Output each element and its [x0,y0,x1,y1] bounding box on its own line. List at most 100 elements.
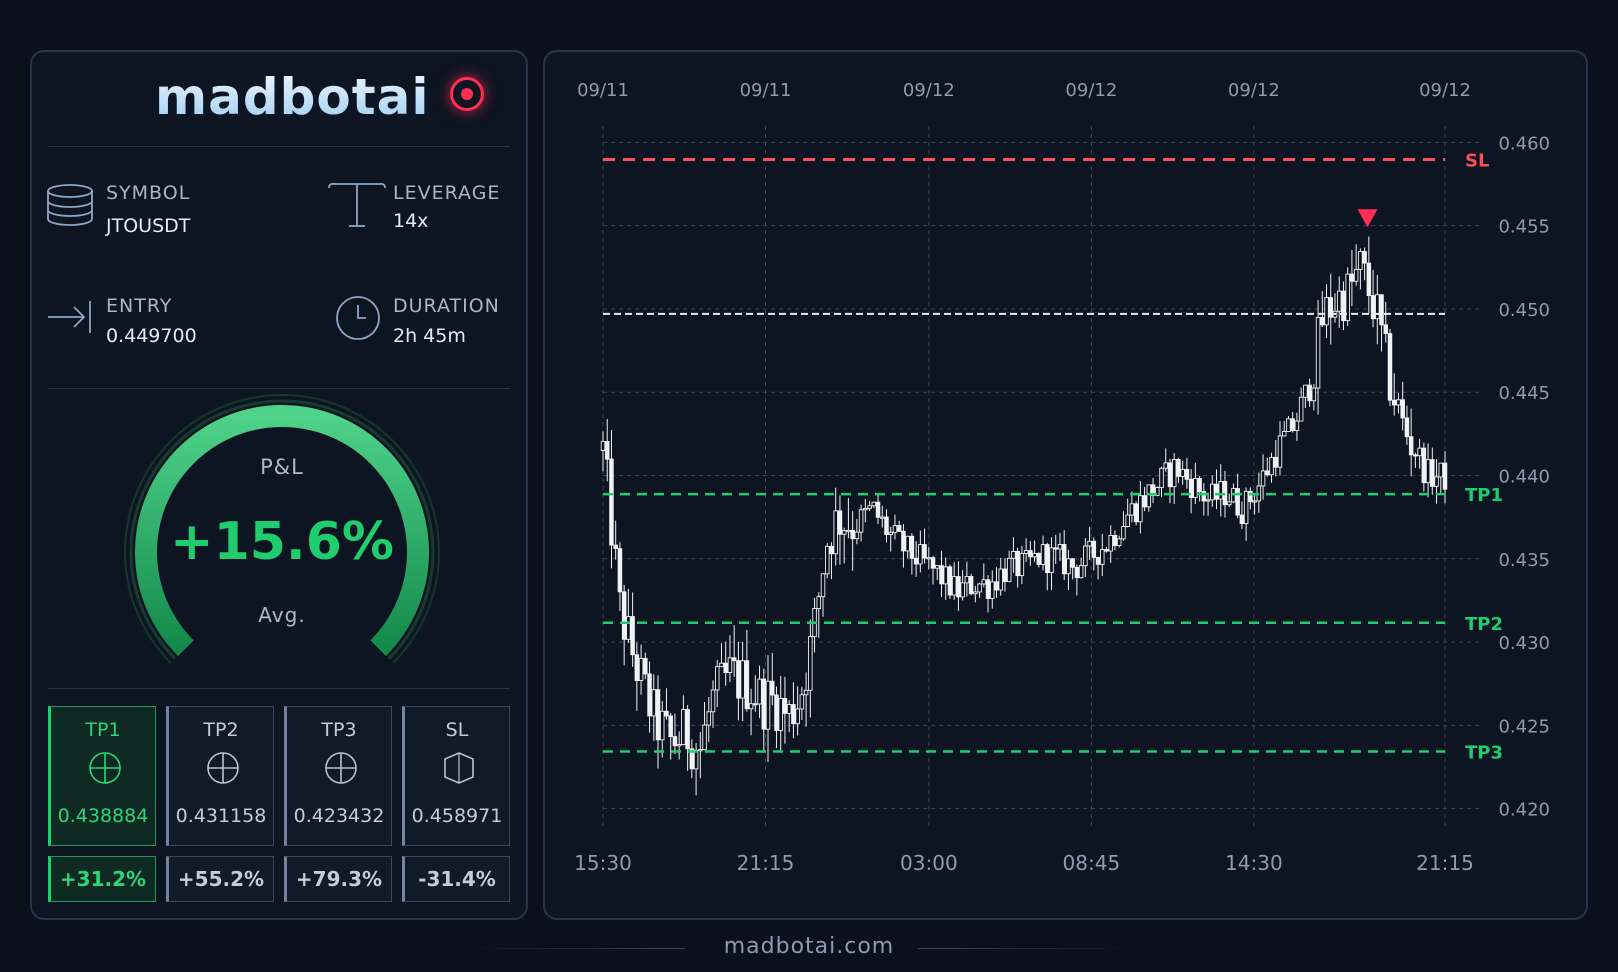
candle [896,520,902,533]
candle [778,675,783,753]
candle [926,546,932,570]
candle [922,528,927,564]
candle [723,641,728,686]
candle-body-up [786,704,792,714]
duration-value: 2h 45m [393,325,466,347]
candle [837,495,843,565]
pnl-title: P&L [260,455,304,479]
candle-body-down [1366,262,1372,297]
candle [1171,453,1177,504]
x-top-label: 09/12 [903,80,955,101]
candle-body-up [748,703,754,710]
candle-body-up [1011,550,1016,559]
candle-body-down [791,704,796,725]
x-bottom-label: 03:00 [900,851,958,875]
target-pct-tp1: +31.2% [48,856,156,902]
target-card-tp2: TP2 0.431158 [166,706,274,846]
candle-body-up [803,689,809,696]
candle-body-up [1180,469,1185,477]
candle [1281,421,1287,437]
candle [935,565,940,580]
candle-body-up [1129,503,1135,516]
candle [1256,472,1262,513]
candle-body-down [731,657,737,662]
candle [1438,462,1444,495]
symbol-label: SYMBOL [106,182,191,204]
target-card-tp3: TP3 0.423432 [284,706,392,846]
candle-body-down [617,548,623,593]
candle-body-up [998,568,1003,591]
candle-body-up [854,531,860,540]
candle [1315,299,1321,415]
entry-value: 0.449700 [106,325,197,347]
y-tick-label: 0.460 [1498,133,1550,154]
candle [913,541,919,577]
level-label-tp2: TP2 [1465,614,1503,635]
price-chart-panel: 0.420 0.425 0.430 0.435 0.440 0.445 0.450 0.455… [543,50,1588,920]
candle [846,497,851,539]
candle [617,542,623,611]
candle-body-down [655,689,661,741]
candle-body-up [626,616,631,640]
candle-body-up [765,680,771,730]
y-tick-label: 0.435 [1498,550,1550,571]
candle-body-up [659,710,665,741]
candle [1011,537,1016,573]
candle [1188,469,1194,514]
candle [634,642,640,711]
candle-body-up [871,501,877,507]
candle-body-down [643,657,648,675]
pnl-gauge-arc [124,394,440,664]
candle [1184,457,1190,489]
candle-body-down [689,748,695,770]
divider [48,388,510,389]
candle [1057,532,1063,562]
candle [621,584,627,666]
candle [1265,457,1270,477]
candle-body-up [1040,544,1046,565]
target-pct-tp2: +55.2% [166,856,274,902]
candle-body-up [1171,459,1177,488]
candle [841,527,847,564]
candle-body-down [1142,495,1147,508]
candle-body-up [1269,456,1274,476]
candle-body-up [1375,294,1380,320]
candle [643,652,648,680]
y-tick-label: 0.440 [1498,467,1550,488]
candle-body-up [1032,552,1037,558]
candle [1239,501,1245,529]
candle [1121,511,1126,541]
candle [875,493,881,524]
candle-body-up [710,689,716,713]
candle-body-down [685,709,690,750]
candle [795,686,800,736]
candle-body-up [1023,550,1029,554]
gauge-outer-ring [129,399,435,660]
candle [698,731,703,779]
target-price: 0.423432 [293,805,385,827]
candle [964,561,970,597]
candle [714,660,720,708]
candle-body-up [1083,545,1088,567]
candle-body-up [1087,540,1092,547]
x-bottom-label: 21:15 [737,851,795,875]
candle [867,500,872,512]
candle-body-up [799,694,805,710]
candle-body-down [1320,316,1325,326]
candle-body-up [1425,459,1431,484]
candle [1070,558,1075,580]
candle-body-up [1226,501,1232,506]
candle-body-down [922,544,927,559]
candle [1370,269,1376,328]
candle-body-up [1057,544,1063,550]
brand-logo: madbotai [155,68,430,126]
candle [1366,236,1372,314]
candle-body-down [875,501,881,518]
candle-body-up [926,557,932,560]
candle [1100,534,1105,577]
divider [48,688,510,689]
candle [1404,405,1410,445]
candle-body-up [693,749,699,770]
candle [956,561,961,611]
candle [1341,281,1346,331]
